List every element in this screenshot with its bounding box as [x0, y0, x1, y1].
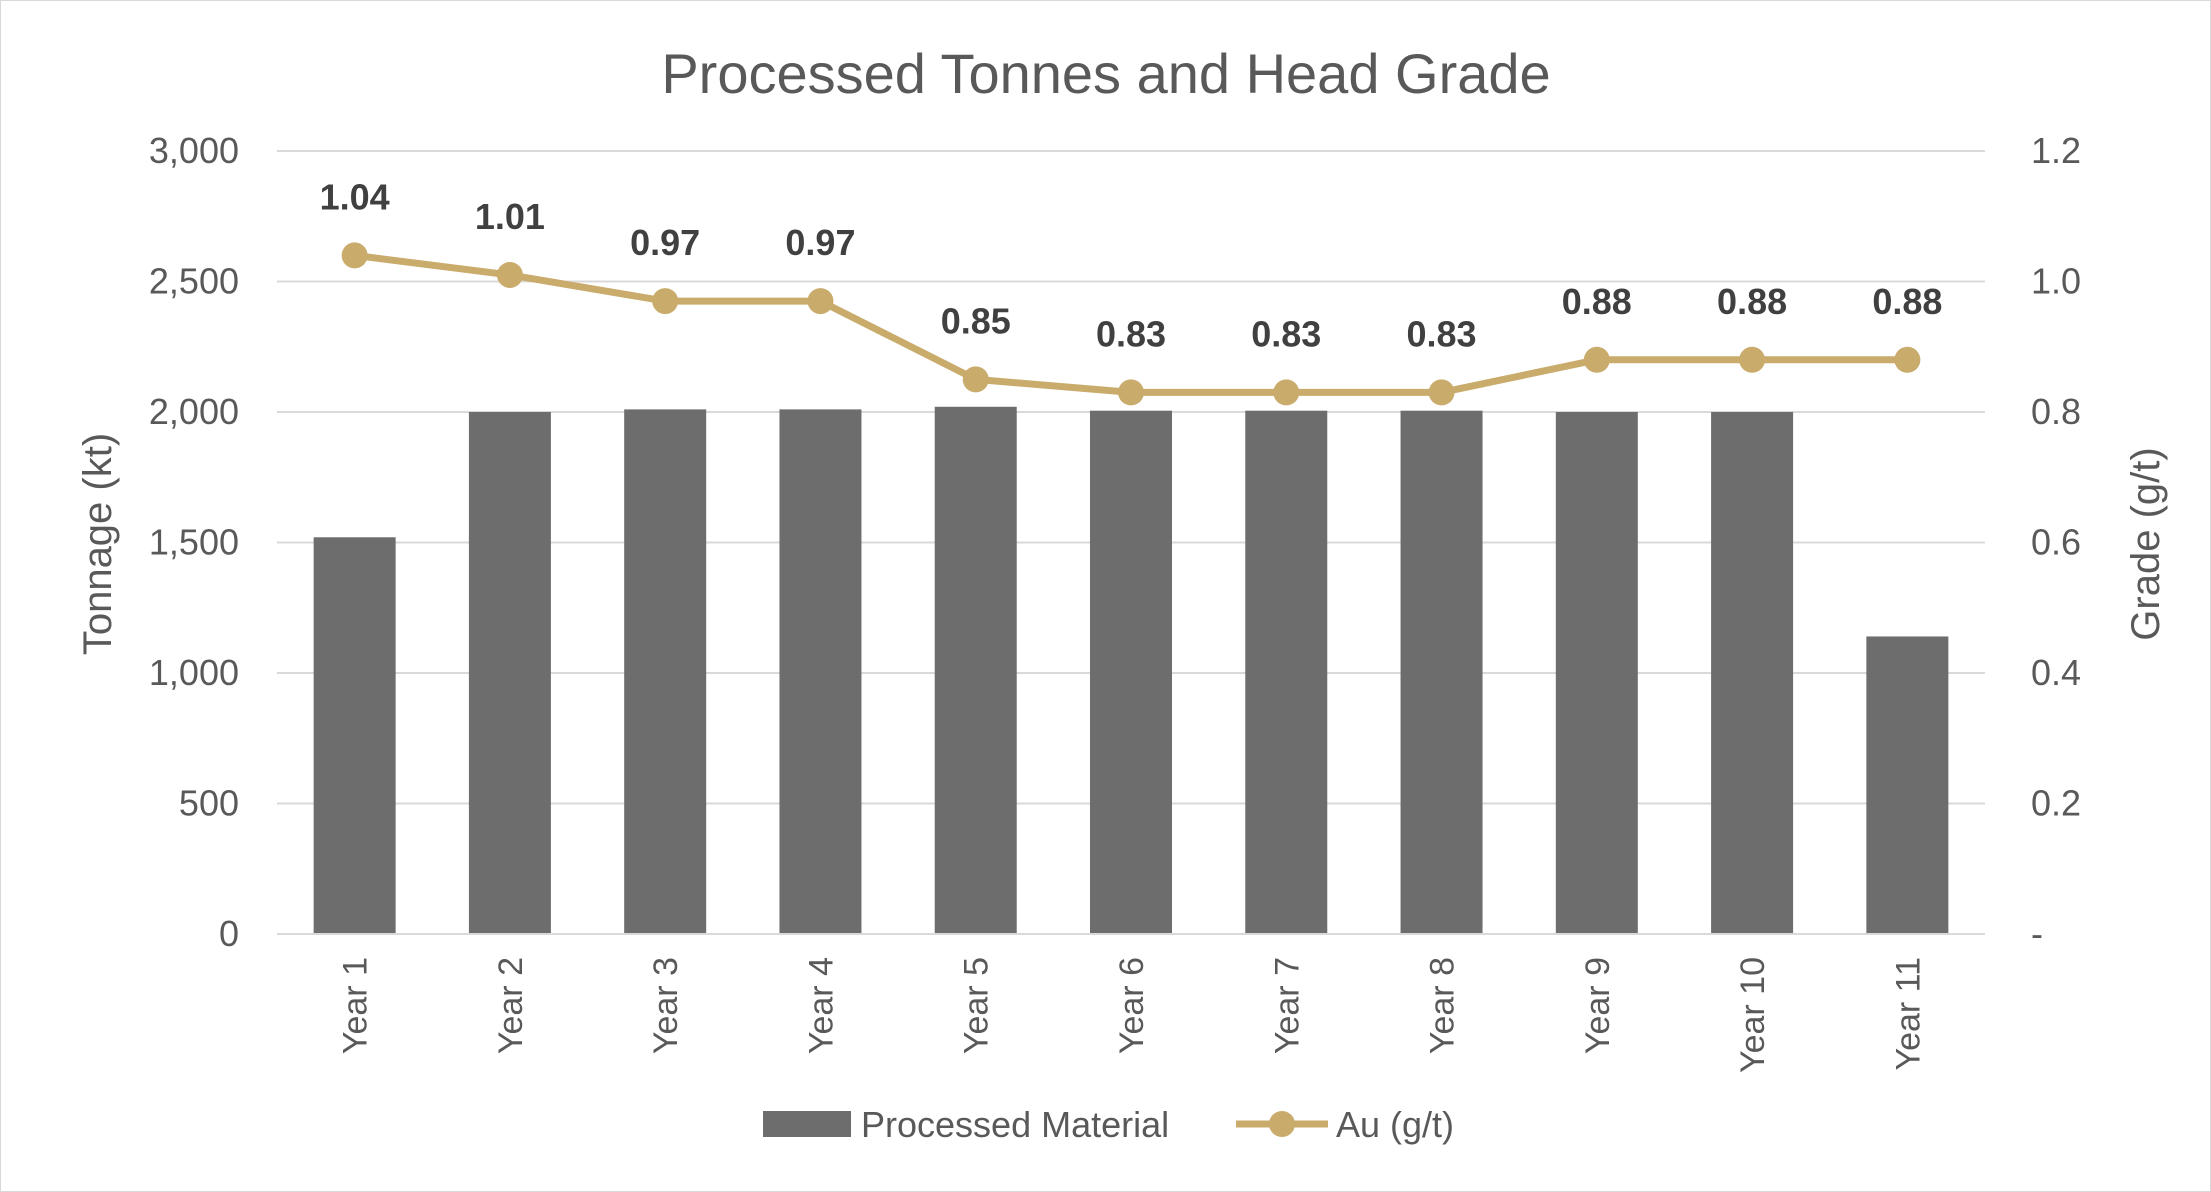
y2-tick-label: - — [2031, 913, 2043, 954]
category-label: Year 3 — [647, 957, 685, 1054]
y-tick-label: 500 — [179, 783, 239, 824]
y2-axis-title: Grade (g/t) — [2124, 447, 2168, 640]
legend-processed-material-swatch — [763, 1111, 851, 1137]
data-label: 1.01 — [475, 196, 545, 237]
category-label: Year 5 — [958, 957, 996, 1054]
category-label: Year 8 — [1424, 957, 1462, 1054]
grade-point — [652, 288, 679, 315]
data-label: 0.97 — [630, 222, 700, 263]
y2-tick-label: 0.2 — [2031, 783, 2081, 824]
chart-title: Processed Tonnes and Head Grade — [661, 42, 1550, 105]
category-label: Year 1 — [337, 957, 375, 1054]
y2-tick-label: 0.8 — [2031, 391, 2081, 432]
category-labels: Year 1 Year 2 Year 3 Year 4 Year 5 Year 6 Year… — [337, 957, 1928, 1073]
bar — [1400, 410, 1483, 934]
category-label: Year 11 — [1889, 957, 1927, 1070]
grade-point — [1894, 346, 1921, 373]
grade-point — [1739, 346, 1766, 373]
bar — [1711, 412, 1794, 934]
grade-point — [1428, 379, 1455, 406]
y-tick-label: 1,000 — [149, 652, 239, 693]
data-label: 0.85 — [941, 300, 1011, 341]
category-label: Year 10 — [1734, 957, 1772, 1073]
y-axis-ticks: 0 500 1,000 1,500 2,000 2,500 3,000 — [149, 130, 239, 954]
legend-processed-material-label: Processed Material — [861, 1104, 1169, 1145]
grade-point — [1118, 379, 1144, 406]
y-axis-title: Tonnage (kt) — [76, 433, 120, 655]
legend-au-label: Au (g/t) — [1336, 1104, 1454, 1145]
data-label: 0.88 — [1717, 281, 1787, 322]
bar — [624, 409, 707, 934]
bar — [1245, 410, 1328, 934]
data-label: 0.83 — [1251, 313, 1321, 354]
bar — [1090, 410, 1172, 934]
bar — [779, 409, 862, 934]
data-labels: 1.04 1.01 0.97 0.97 0.85 0.83 0.83 0.83 0.88 0.88… — [320, 176, 1943, 354]
grade-point — [341, 242, 368, 269]
bar — [313, 537, 396, 934]
y-tick-label: 2,500 — [149, 261, 239, 302]
y-tick-label: 3,000 — [149, 130, 239, 171]
category-label: Year 4 — [802, 957, 840, 1054]
data-label: 0.83 — [1096, 313, 1166, 354]
grade-point — [1273, 379, 1300, 406]
data-label: 0.83 — [1407, 313, 1477, 354]
grade-line — [341, 242, 1921, 406]
legend: Processed Material Au (g/t) — [763, 1104, 1454, 1145]
y2-tick-label: 1.0 — [2031, 261, 2081, 302]
data-label: 0.88 — [1872, 281, 1942, 322]
bars — [313, 406, 1949, 934]
y-tick-label: 2,000 — [149, 391, 239, 432]
y2-tick-label: 0.6 — [2031, 522, 2081, 563]
grade-point — [496, 261, 523, 288]
y-tick-label: 1,500 — [149, 522, 239, 563]
category-label: Year 2 — [492, 957, 530, 1054]
bar — [1866, 636, 1949, 934]
bar — [934, 406, 1017, 934]
category-label: Year 6 — [1113, 957, 1151, 1054]
data-label: 1.04 — [320, 176, 390, 217]
y2-tick-label: 1.2 — [2031, 130, 2081, 171]
y2-tick-label: 0.4 — [2031, 652, 2081, 693]
category-label: Year 9 — [1579, 957, 1617, 1054]
legend-au-marker — [1269, 1111, 1295, 1137]
data-label: 0.97 — [785, 222, 855, 263]
category-label: Year 7 — [1268, 957, 1306, 1054]
grade-point — [807, 288, 834, 315]
bar — [468, 412, 551, 934]
bar — [1555, 412, 1638, 934]
y-tick-label: 0 — [219, 913, 239, 954]
grade-point — [962, 366, 989, 393]
data-label: 0.88 — [1562, 281, 1632, 322]
y2-axis-ticks: - 0.2 0.4 0.6 0.8 1.0 1.2 — [2031, 130, 2081, 954]
grade-point — [1583, 346, 1610, 373]
